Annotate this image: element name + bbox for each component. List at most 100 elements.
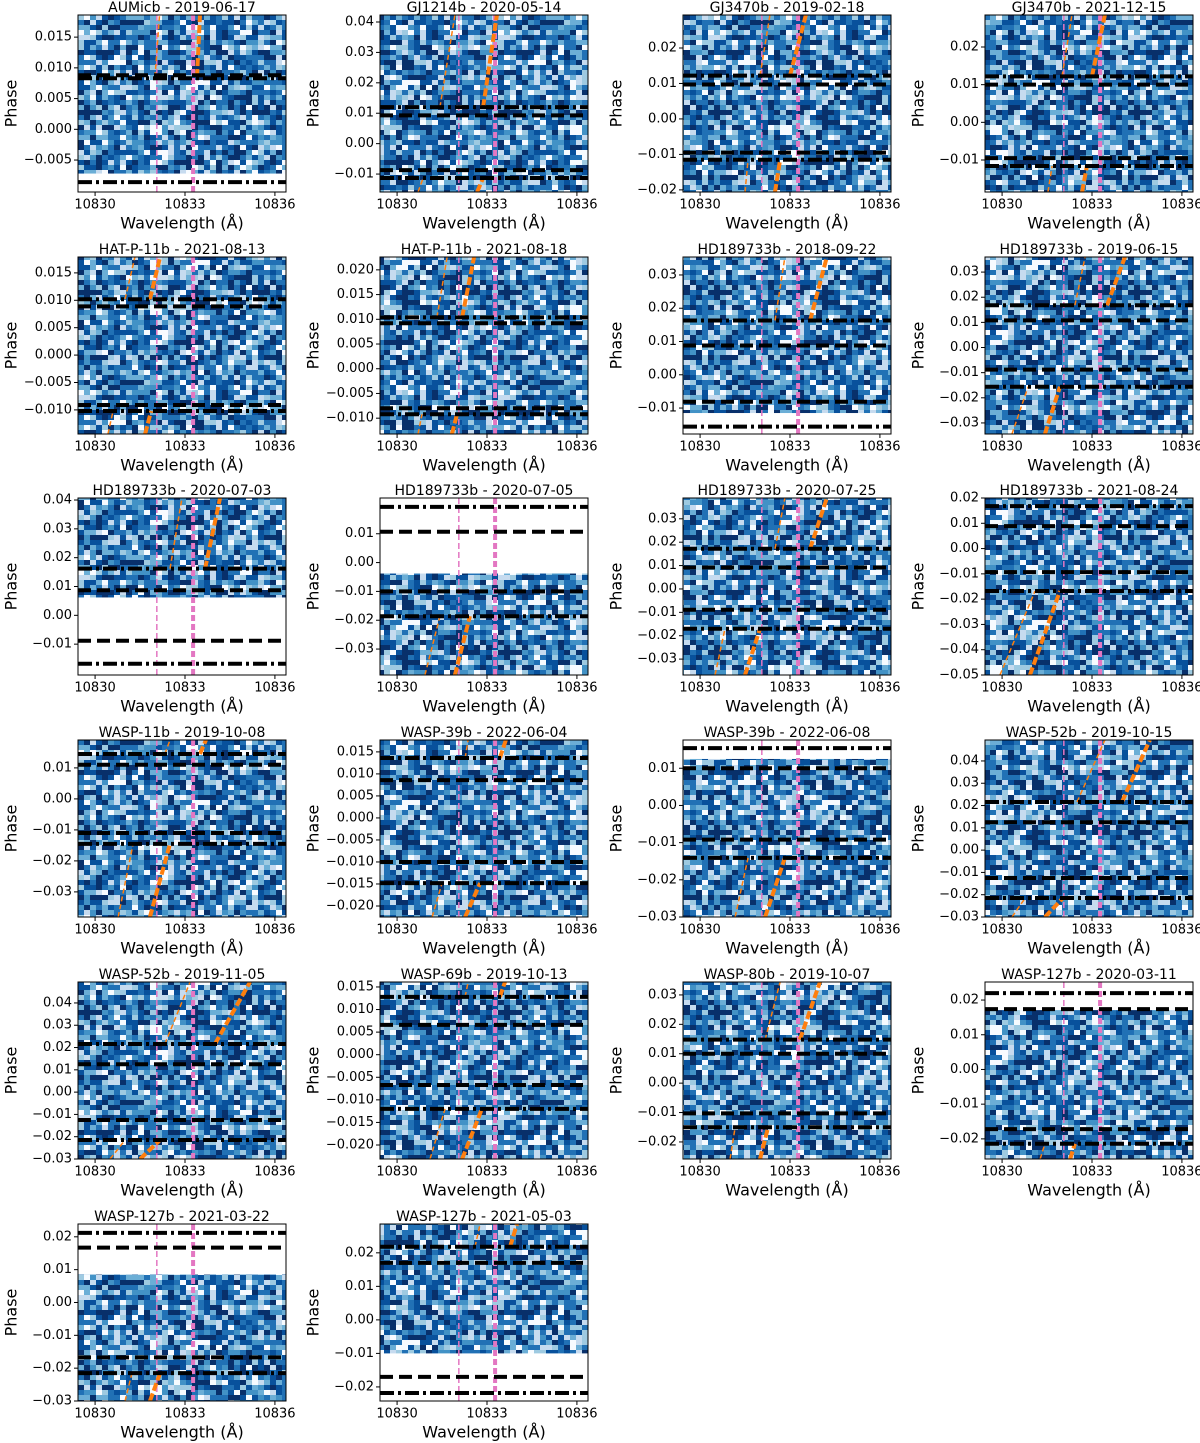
axes-frame [379,497,589,676]
x-tick-label: 10833 [769,440,810,455]
y-tick-label: 0.01 [648,76,677,91]
y-tick-label: 0.00 [43,608,72,623]
planet-track [194,15,202,78]
planet-track [1120,740,1152,803]
planet-track [463,882,482,917]
x-tick-label: 10836 [1161,923,1200,938]
heatmap [78,15,286,174]
x-tick-label: 10836 [556,198,597,213]
x-axis-label: Wavelength (Å) [120,456,243,475]
x-tick-label: 10836 [556,923,597,938]
planet-track [1043,386,1062,434]
y-tick-label: −0.005 [326,386,374,401]
x-tick-label: 10833 [164,681,205,696]
planet-track [417,177,424,192]
planet-track [743,628,762,675]
y-tick-label: 0.00 [648,798,677,813]
y-tick-label: 0.00 [950,541,979,556]
planet-track [203,498,223,570]
y-axis-label: Phase [607,563,626,611]
x-tick-label: 10830 [981,198,1022,213]
heatmap [985,15,1193,192]
y-axis-label: Phase [304,322,323,370]
planet-track [436,257,448,318]
axes [683,498,891,675]
panel-title: GJ3470b - 2019-02-18 [710,0,865,16]
y-tick-label: −0.010 [326,1092,374,1107]
x-tick-label: 10833 [164,440,205,455]
x-tick-label: 10830 [376,681,417,696]
x-axis-label: Wavelength (Å) [422,1423,545,1442]
planet-track [773,159,783,192]
planet-track [774,498,786,549]
y-tick-label: −0.03 [939,415,979,430]
axes-frame [682,739,892,918]
planet-track [475,177,485,192]
x-tick-label: 10836 [859,923,900,938]
y-tick-label: −0.02 [334,1379,374,1394]
panel-title: HD189733b - 2018-09-22 [698,242,877,258]
y-tick-label: 0.02 [345,75,374,90]
heatmap [683,15,891,192]
y-tick-label: 0.00 [950,115,979,130]
heatmap [78,1274,286,1401]
planet-track [758,1126,771,1159]
axes [380,15,588,192]
y-tick-label: 0.04 [345,14,374,29]
axes [985,498,1193,675]
y-tick-label: 0.03 [950,265,979,280]
axes-frame [682,981,892,1160]
heatmap [380,1224,588,1354]
y-tick-label: −0.03 [32,1152,72,1167]
y-tick-label: 0.010 [35,60,72,75]
y-tick-label: 0.020 [337,262,374,277]
x-tick-label: 10830 [981,681,1022,696]
y-tick-label: 0.01 [648,761,677,776]
y-axis-label: Phase [607,80,626,128]
y-tick-label: −0.02 [637,182,677,197]
planet-track [474,1224,481,1247]
y-axis-label: Phase [304,563,323,611]
x-tick-label: 10833 [164,923,205,938]
x-tick-label: 10836 [1161,198,1200,213]
y-tick-label: 0.04 [43,995,72,1010]
heatmap [683,257,891,414]
axes [985,15,1193,192]
y-tick-label: −0.010 [326,411,374,426]
y-tick-label: 0.00 [345,555,374,570]
planet-track [999,590,1036,675]
x-tick-label: 10830 [376,923,417,938]
y-tick-label: 0.015 [35,30,72,45]
axes [380,257,588,434]
axes [78,740,286,917]
x-tick-label: 10833 [164,1407,205,1422]
y-axis-label: Phase [304,805,323,853]
y-axis-label: Phase [909,805,928,853]
panel-title: WASP-52b - 2019-11-05 [99,967,266,983]
x-tick-label: 10836 [254,1407,295,1422]
y-tick-label: 0.00 [43,1085,72,1100]
y-tick-label: 0.01 [950,516,979,531]
y-tick-label: −0.03 [32,1394,72,1409]
heatmap [380,982,588,1159]
y-tick-label: 0.005 [35,91,72,106]
x-tick-label: 10836 [254,198,295,213]
planet-track [431,882,443,917]
x-axis-label: Wavelength (Å) [422,1181,545,1200]
y-tick-label: 0.00 [43,1295,72,1310]
y-tick-label: 0.00 [345,1312,374,1327]
y-axis-label: Phase [909,322,928,370]
panel-title: WASP-11b - 2019-10-08 [99,725,266,741]
x-axis-label: Wavelength (Å) [120,697,243,716]
x-tick-label: 10836 [859,198,900,213]
y-tick-label: −0.03 [32,884,72,899]
heatmap [683,498,891,675]
axes-frame [77,1223,287,1402]
y-tick-label: −0.02 [939,390,979,405]
x-tick-label: 10836 [859,440,900,455]
y-tick-label: −0.01 [939,365,979,380]
axes-frame [379,256,589,435]
y-tick-label: 0.03 [648,511,677,526]
planet-track [1043,896,1065,917]
planet-track [1068,1143,1077,1159]
